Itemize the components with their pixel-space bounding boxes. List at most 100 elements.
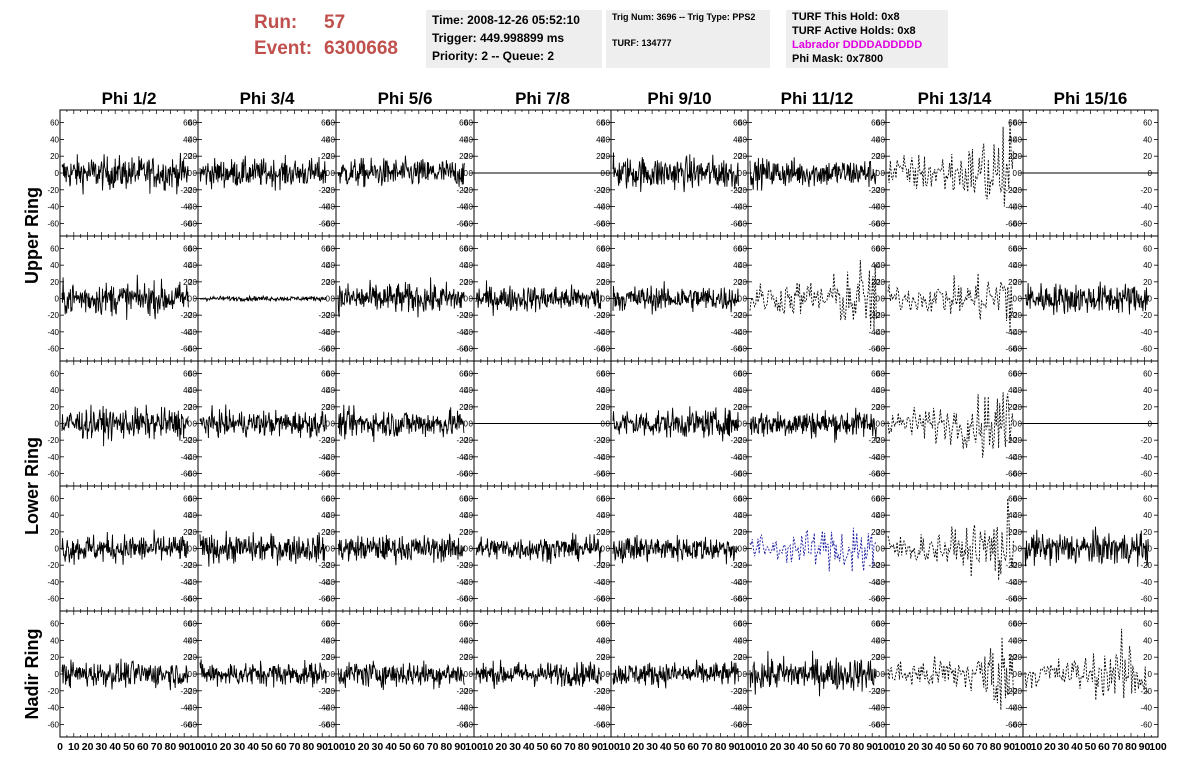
y-tick-label: -20	[318, 561, 330, 570]
panel-frame	[885, 235, 1024, 362]
y-tick-label: 40	[50, 386, 59, 395]
y-tick-label: -40	[1140, 578, 1152, 587]
y-tick-label: -20	[1010, 561, 1022, 570]
y-tick-label: -20	[593, 311, 605, 320]
waveform-trace	[749, 259, 877, 330]
y-tick-label: -20	[735, 561, 747, 570]
y-tick-label: 40	[733, 636, 742, 645]
y-tick-label: -20	[1140, 436, 1152, 445]
y-tick-label: -20	[873, 687, 885, 696]
y-tick-label: 20	[1013, 528, 1022, 537]
y-tick-label: 60	[871, 370, 880, 379]
y-tick-label: 0	[464, 670, 469, 679]
y-tick-label: 20	[1008, 403, 1017, 412]
y-tick-label: -20	[47, 186, 59, 195]
x-tick-label: 100	[1149, 741, 1167, 753]
x-tick-label: 20	[633, 741, 645, 753]
y-tick-label: -40	[1010, 203, 1022, 212]
y-tick-label: -60	[735, 219, 747, 228]
y-tick-label: -40	[1010, 578, 1022, 587]
y-tick-label: 20	[183, 152, 192, 161]
y-tick-label: 20	[733, 403, 742, 412]
y-tick-label: 20	[738, 653, 747, 662]
y-tick-label: 0	[743, 545, 748, 554]
y-tick-label: -40	[323, 453, 335, 462]
y-tick-label: 40	[876, 511, 885, 520]
y-tick-label: 0	[606, 420, 611, 429]
y-tick-label: 40	[321, 135, 330, 144]
y-tick-label: 20	[733, 653, 742, 662]
y-tick-label: 20	[876, 152, 885, 161]
y-tick-label: -60	[185, 345, 197, 354]
y-tick-label: -20	[1010, 311, 1022, 320]
y-tick-label: 0	[743, 670, 748, 679]
y-tick-label: 40	[321, 386, 330, 395]
y-tick-label: 20	[326, 278, 335, 287]
y-tick-label: 0	[743, 169, 748, 178]
y-tick-label: 40	[183, 636, 192, 645]
y-tick-label: 40	[188, 511, 197, 520]
y-tick-label: 40	[876, 261, 885, 270]
y-tick-label: 40	[183, 386, 192, 395]
y-tick-label: 0	[469, 295, 474, 304]
y-tick-label: 40	[1143, 636, 1152, 645]
y-tick-label: -40	[185, 453, 197, 462]
y-tick-label: -60	[1005, 470, 1017, 479]
y-tick-label: 60	[871, 245, 880, 254]
y-tick-label: 60	[464, 495, 473, 504]
y-tick-label: -20	[593, 561, 605, 570]
x-tick-label: 50	[261, 741, 273, 753]
column-title: Phi 11/12	[781, 89, 854, 108]
column-title: Phi 5/6	[378, 89, 433, 108]
y-tick-label: -20	[1140, 186, 1152, 195]
y-tick-label: 20	[459, 152, 468, 161]
y-tick-label: -20	[868, 687, 880, 696]
y-tick-label: 40	[596, 636, 605, 645]
y-tick-label: 0	[876, 670, 881, 679]
y-tick-label: 40	[1143, 511, 1152, 520]
y-tick-label: 0	[1013, 169, 1018, 178]
x-tick-label: 70	[564, 741, 576, 753]
y-tick-label: -20	[47, 436, 59, 445]
x-tick-label: 10	[756, 741, 768, 753]
y-tick-label: 20	[876, 653, 885, 662]
waveform-trace	[61, 658, 189, 691]
y-tick-label: 20	[1013, 152, 1022, 161]
y-tick-label: 60	[738, 620, 747, 629]
y-tick-label: 20	[326, 403, 335, 412]
y-tick-label: -20	[461, 186, 473, 195]
waveform-trace	[887, 392, 1014, 458]
y-tick-label: -60	[456, 219, 468, 228]
y-tick-label: -60	[730, 470, 742, 479]
y-tick-label: -20	[185, 561, 197, 570]
y-tick-label: -40	[873, 453, 885, 462]
waveform-trace	[1024, 526, 1149, 567]
y-tick-label: 60	[464, 245, 473, 254]
y-tick-label: 40	[459, 386, 468, 395]
y-tick-label: -60	[730, 345, 742, 354]
y-tick-label: -20	[598, 687, 610, 696]
y-tick-label: -20	[1010, 436, 1022, 445]
y-tick-label: 60	[596, 370, 605, 379]
y-tick-label: 0	[606, 169, 611, 178]
y-tick-label: 40	[326, 636, 335, 645]
y-tick-label: -20	[598, 561, 610, 570]
waveform-trace	[612, 152, 739, 193]
y-tick-label: 20	[601, 653, 610, 662]
y-tick-label: -20	[180, 436, 192, 445]
column-title: Phi 9/10	[647, 89, 711, 108]
y-tick-label: -60	[868, 470, 880, 479]
y-tick-label: -20	[1005, 186, 1017, 195]
x-tick-label: 60	[825, 741, 837, 753]
y-tick-label: 60	[596, 245, 605, 254]
y-tick-label: -60	[318, 345, 330, 354]
y-tick-label: -20	[1005, 561, 1017, 570]
y-tick-label: 60	[1008, 370, 1017, 379]
y-tick-label: 60	[183, 245, 192, 254]
y-tick-label: -40	[735, 203, 747, 212]
y-tick-label: 40	[50, 135, 59, 144]
x-tick-label: 10	[344, 741, 356, 753]
y-tick-label: 60	[188, 119, 197, 128]
y-tick-label: 0	[601, 670, 606, 679]
y-tick-label: 0	[1148, 670, 1153, 679]
